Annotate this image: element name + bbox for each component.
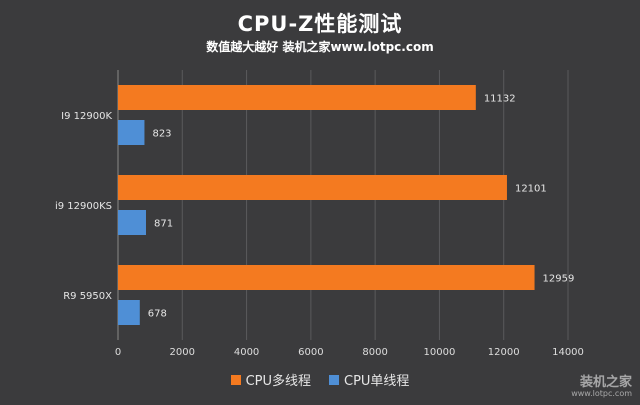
legend-item-single: CPU单线程 <box>329 370 409 389</box>
data-label: 871 <box>154 219 173 230</box>
bar-single <box>118 300 140 325</box>
bar-single <box>118 210 146 235</box>
chart-title: CPU-Z性能测试 <box>237 12 403 36</box>
bar-multi <box>118 175 507 200</box>
legend-item-multi: CPU多线程 <box>230 370 311 389</box>
x-tick-label: 14000 <box>552 347 584 358</box>
legend-swatch-multi <box>230 374 241 385</box>
bar-multi <box>118 265 535 290</box>
bar-single <box>118 120 145 145</box>
x-tick-label: 10000 <box>424 347 456 358</box>
y-tick-label: i9 12900KS <box>55 201 112 212</box>
x-tick-label: 8000 <box>362 347 387 358</box>
legend-swatch-single <box>329 374 339 385</box>
data-label: 823 <box>152 129 171 140</box>
legend: CPU多线程 CPU单线程 <box>0 370 640 389</box>
x-tick-label: 4000 <box>234 347 259 358</box>
y-tick-label: I9 12900K <box>61 111 112 122</box>
data-label: 678 <box>148 309 167 320</box>
x-tick-label: 12000 <box>488 347 520 358</box>
legend-label-multi: CPU多线程 <box>245 374 311 389</box>
x-tick-label: 0 <box>115 347 121 358</box>
x-tick-label: 6000 <box>298 347 323 358</box>
data-label: 12959 <box>543 274 575 285</box>
data-label: 12101 <box>515 184 547 195</box>
y-tick-label: R9 5950X <box>63 291 112 302</box>
watermark-url: www.lotpc.com <box>571 389 632 399</box>
chart-subtitle: 数值越大越好 装机之家www.lotpc.com <box>206 40 434 54</box>
legend-label-single: CPU单线程 <box>344 374 410 389</box>
bar-multi <box>118 85 476 110</box>
x-tick-label: 2000 <box>170 347 195 358</box>
watermark-text: 装机之家 <box>579 374 632 390</box>
watermark-logo: 装机之家 www.lotpc.com <box>571 374 632 399</box>
data-label: 11132 <box>484 94 516 105</box>
